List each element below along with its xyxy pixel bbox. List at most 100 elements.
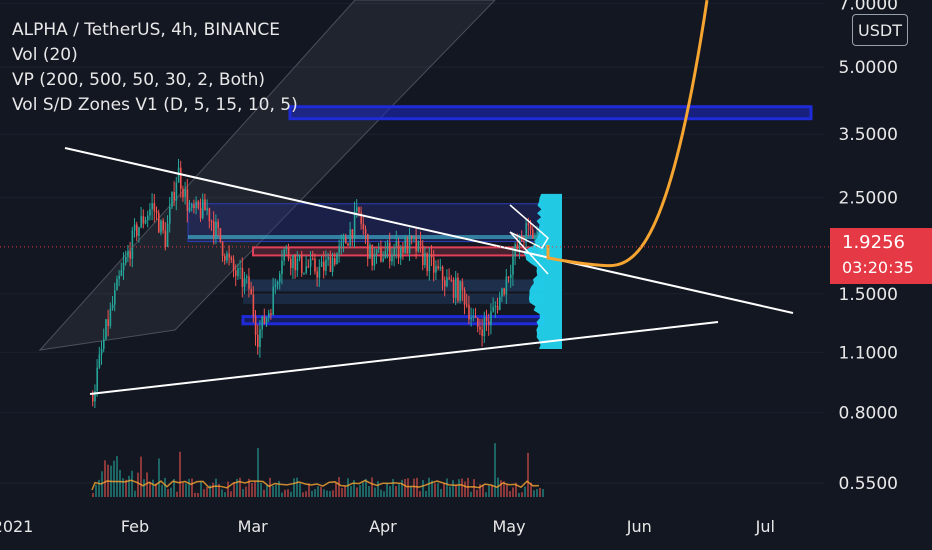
candle	[523, 241, 525, 243]
bar-countdown: 03:20:35	[842, 258, 914, 277]
candle	[373, 254, 376, 266]
candle	[177, 167, 180, 183]
candle	[474, 315, 477, 319]
candle	[362, 223, 365, 230]
volume-bar	[206, 487, 208, 497]
volume-bar	[224, 492, 226, 497]
candle	[367, 234, 369, 259]
candle	[369, 244, 371, 259]
candle	[239, 267, 241, 269]
candle	[158, 212, 160, 233]
legend-vol[interactable]: Vol (20)	[12, 45, 78, 65]
candle	[142, 216, 145, 224]
candle	[199, 207, 202, 219]
trendlines	[0, 0, 830, 395]
volume-bar	[452, 480, 454, 497]
candle	[285, 248, 288, 250]
volume-bar	[215, 478, 217, 497]
candle	[138, 227, 140, 236]
candle	[268, 313, 270, 318]
candle	[470, 317, 472, 320]
candle	[492, 306, 494, 312]
candle	[98, 354, 101, 368]
candle	[197, 201, 200, 208]
volume-bar	[254, 481, 256, 497]
ascending-trendline	[89, 321, 719, 395]
volume-bar	[299, 483, 301, 497]
candle	[496, 305, 499, 310]
candle	[94, 391, 96, 402]
candle	[459, 281, 461, 301]
volume-bar	[197, 492, 199, 497]
candle	[301, 255, 303, 274]
candle	[136, 224, 138, 236]
candle	[195, 201, 197, 209]
candle	[386, 242, 389, 252]
volume-bar	[272, 485, 274, 497]
candle	[116, 279, 118, 291]
volume-bar	[200, 481, 202, 497]
volume-bar	[350, 486, 352, 497]
volume-bar	[134, 490, 136, 497]
volume-bar	[251, 483, 253, 497]
volume-bar	[269, 477, 271, 497]
candle	[457, 277, 459, 301]
candle	[424, 253, 426, 266]
candle	[246, 276, 248, 279]
volume-bar	[191, 478, 193, 497]
candle	[155, 211, 158, 213]
volume-bar	[209, 485, 211, 497]
candle	[305, 266, 307, 273]
volume-bar	[182, 482, 184, 497]
parabolic-projection	[546, 0, 709, 268]
candle	[499, 296, 501, 310]
candle	[217, 221, 219, 229]
candle	[125, 256, 127, 264]
volume-bar	[341, 487, 343, 497]
candle	[307, 266, 310, 268]
volume-bar	[365, 478, 367, 497]
volume-bar	[482, 485, 484, 497]
volume-bar	[518, 492, 520, 497]
volume-bar	[437, 483, 439, 497]
candle	[318, 266, 321, 278]
volume-ma	[91, 479, 540, 491]
volume-bar	[92, 492, 94, 497]
volume-bar	[500, 480, 502, 497]
volume-bar	[533, 490, 535, 497]
candle	[402, 246, 404, 253]
volume-bar	[479, 484, 481, 497]
candle	[490, 311, 492, 325]
volume-bar	[380, 489, 382, 497]
volume-bar	[470, 491, 472, 497]
candle	[479, 326, 481, 330]
zone-band	[243, 293, 543, 304]
candle	[345, 237, 347, 244]
volume-bar	[506, 484, 508, 497]
legend-zones[interactable]: Vol S/D Zones V1 (D, 5, 15, 10, 5)	[12, 95, 298, 115]
volume-bar	[278, 480, 280, 497]
candle	[494, 305, 497, 307]
candle	[466, 304, 468, 306]
candle	[384, 251, 387, 259]
candle	[507, 276, 510, 279]
candle	[127, 251, 129, 257]
volume-bar	[398, 483, 400, 497]
currency-button[interactable]: USDT	[852, 14, 908, 46]
candle	[235, 270, 237, 276]
candle	[100, 348, 103, 355]
volume-bar	[374, 487, 376, 497]
volume-bar	[302, 492, 304, 497]
legend-title[interactable]: ALPHA / TetherUS, 4h, BINANCE	[12, 20, 280, 40]
volume-bar	[425, 490, 427, 497]
channel-band	[38, 0, 496, 351]
candle	[444, 280, 446, 287]
candle	[472, 315, 475, 318]
descending-trendline	[64, 147, 794, 314]
candle	[331, 258, 334, 272]
candle	[193, 204, 195, 209]
legend-vp[interactable]: VP (200, 500, 50, 30, 2, Both)	[12, 70, 266, 90]
volume-bar	[167, 488, 169, 497]
candle	[323, 261, 325, 271]
